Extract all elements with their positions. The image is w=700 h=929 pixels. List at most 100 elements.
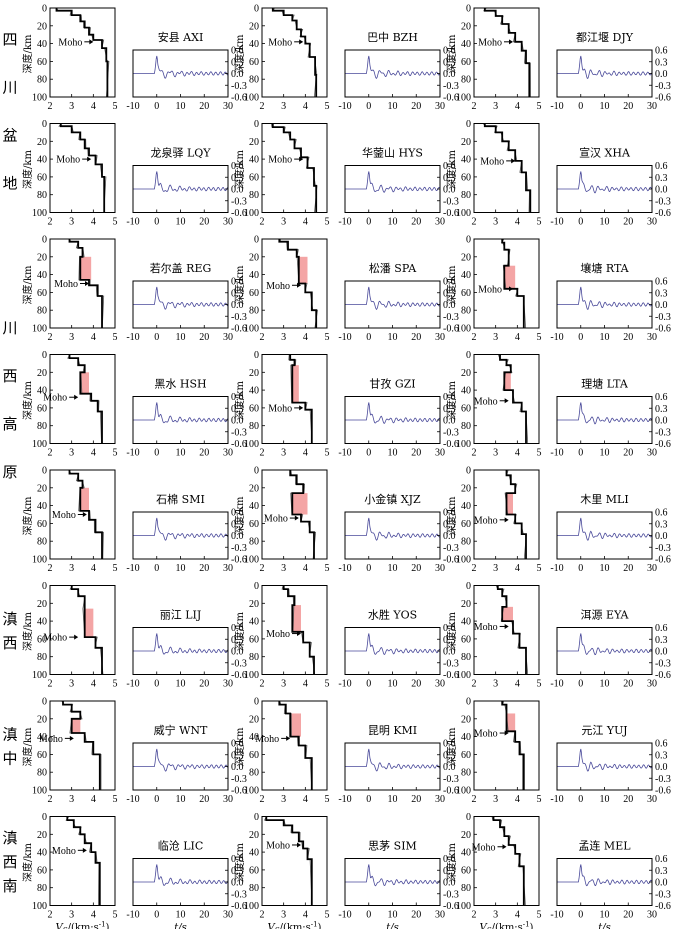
rf-amplitude-tick-label: 0.6 (231, 46, 244, 57)
rf-amplitude-tick-label: 0.6 (443, 392, 456, 403)
rf-amplitude-tick-label: 0.0 (231, 531, 244, 542)
vs-tick-label: 3 (69, 332, 74, 343)
rf-amplitude-tick-label: 0.3 (231, 288, 244, 299)
rf-amplitude-tick-label: 0.0 (443, 878, 456, 889)
low-velocity-anomaly (80, 487, 89, 511)
receiver-function-trace (345, 748, 441, 772)
rf-time-tick-label: 10 (600, 794, 610, 805)
rf-amplitude-tick-label: 0.0 (443, 762, 456, 773)
vs-tick-label: 5 (113, 794, 118, 805)
vs-model-line (68, 470, 103, 559)
depth-tick-label: 40 (249, 386, 259, 397)
vs-tick-label: 5 (325, 794, 330, 805)
rf-amplitude-tick-label: -0.6 (655, 208, 671, 219)
moho-label: Moho (478, 284, 502, 295)
vs-model-line (282, 585, 315, 675)
depth-tick-label: 60 (461, 288, 471, 299)
rf-amplitude-tick-label: -0.6 (231, 670, 247, 681)
vs-tick-label: 4 (515, 910, 520, 921)
vs-tick-label: 2 (260, 679, 265, 690)
depth-tick-label: 100 (244, 901, 259, 912)
depth-tick-label: 100 (456, 786, 471, 797)
region-label-char: 滇 (2, 829, 17, 847)
depth-tick-label: 100 (244, 208, 259, 219)
depth-tick-label: 100 (456, 439, 471, 450)
moho-label: Moho (58, 37, 82, 48)
vs-tick-label: 3 (493, 332, 498, 343)
vs-tick-label: 2 (48, 217, 53, 228)
depth-tick-label: 20 (37, 714, 47, 725)
rf-amplitude-tick-label: 0.0 (231, 878, 244, 889)
rf-time-tick-label: -10 (550, 563, 563, 574)
rf-amplitude-tick-label: 0.0 (231, 762, 244, 773)
station-name: 威宁 WNT (154, 723, 208, 737)
depth-tick-label: 60 (37, 403, 47, 414)
rf-amplitude-tick-label: 0.3 (231, 635, 244, 646)
depth-axis-title: 深度/km (21, 381, 34, 420)
rf-time-tick-label: 10 (388, 332, 398, 343)
rf-time-tick-label: 20 (199, 332, 209, 343)
rf-time-tick-label: 20 (199, 101, 209, 112)
vs-model-line (492, 816, 525, 906)
depth-axis-title: 深度/km (233, 496, 246, 535)
depth-tick-label: 0 (466, 235, 471, 246)
rf-time-tick-label: -10 (126, 448, 139, 459)
depth-axis-title: 深度/km (445, 150, 458, 189)
rf-amplitude-tick-label: 0.0 (655, 416, 668, 427)
depth-tick-label: 20 (249, 137, 259, 148)
depth-tick-label: 0 (466, 581, 471, 592)
rf-amplitude-tick-label: -0.3 (443, 658, 459, 669)
receiver-function-trace (557, 171, 653, 194)
depth-tick-label: 40 (461, 848, 471, 859)
vs-model-line (66, 816, 101, 906)
station-name: 华蓥山 HYS (362, 146, 423, 160)
vs-tick-label: 2 (48, 910, 53, 921)
depth-tick-label: 80 (249, 883, 259, 894)
vs-model-thin-line (263, 816, 313, 906)
moho-label: Moho (52, 510, 76, 521)
rf-time-tick-label: -10 (126, 910, 139, 921)
depth-tick-label: 40 (37, 39, 47, 50)
depth-axis-title: 深度/km (21, 265, 34, 304)
low-velocity-anomaly (502, 606, 513, 622)
depth-tick-label: 80 (37, 768, 47, 779)
rf-time-tick-label: 0 (154, 332, 159, 343)
moho-arrowhead (286, 735, 291, 741)
vs-tick-label: 4 (91, 332, 96, 343)
rf-amplitude-tick-label: -0.6 (443, 901, 459, 912)
depth-axis-title: 深度/km (21, 496, 34, 535)
time-axis-title: t/s (386, 923, 399, 929)
vs-panel-frame (261, 123, 328, 213)
depth-axis-title: 深度/km (21, 150, 34, 189)
rf-amplitude-tick-label: -0.3 (231, 543, 247, 554)
vs-tick-label: 2 (472, 679, 477, 690)
depth-tick-label: 0 (254, 119, 259, 130)
low-velocity-anomaly (80, 372, 89, 394)
station-name: 水胜 YOS (368, 608, 417, 622)
station-name: 小金镇 XJZ (364, 492, 421, 506)
rf-amplitude-tick-label: 0.0 (443, 416, 456, 427)
depth-axis-title: 深度/km (445, 381, 458, 420)
rf-time-tick-label: 30 (647, 910, 657, 921)
rf-time-tick-label: 10 (388, 794, 398, 805)
vs-tick-label: 2 (260, 448, 265, 459)
low-velocity-anomaly (506, 713, 516, 732)
depth-axis-title: 深度/km (233, 727, 246, 766)
moho-arrowhead (297, 631, 301, 637)
vs-tick-label: 3 (281, 217, 286, 228)
depth-tick-label: 60 (249, 750, 259, 761)
rf-amplitude-tick-label: 0.3 (655, 750, 668, 761)
depth-tick-label: 100 (244, 439, 259, 450)
vs-axis-title: VS/(km·s-1) (268, 921, 322, 929)
depth-tick-label: 60 (461, 172, 471, 183)
depth-tick-label: 100 (456, 208, 471, 219)
vs-panel-frame (473, 469, 540, 560)
moho-arrowhead (69, 735, 74, 741)
depth-tick-label: 80 (249, 421, 259, 432)
rf-amplitude-tick-label: 0.3 (231, 57, 244, 68)
